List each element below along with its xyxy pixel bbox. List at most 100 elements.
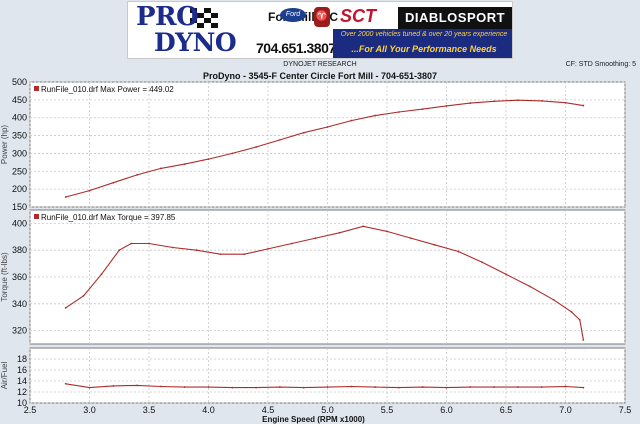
afr-data-point: [469, 386, 472, 388]
torque-data-point: [481, 261, 484, 264]
torque-max-annotation: RunFile_010.drf Max Torque = 397.85: [41, 213, 176, 222]
dynojet-research-label: DYNOJET RESEARCH: [283, 61, 357, 68]
torque-data-point: [118, 249, 121, 252]
power-max-annotation: RunFile_010.drf Max Power = 449.02: [41, 85, 174, 94]
afr-ytick-label: 14: [17, 376, 27, 386]
correction-info: CF: STD Smoothing: 5: [565, 61, 636, 68]
torque-data-point: [528, 285, 531, 288]
torque-data-point: [578, 318, 581, 321]
power-data-point: [421, 108, 424, 111]
afr-data-point: [398, 386, 400, 389]
power-data-point: [517, 99, 519, 102]
torque-data-point: [338, 231, 341, 234]
torque-data-point: [362, 225, 365, 228]
torque-data-point: [64, 306, 67, 309]
power-data-point: [564, 101, 567, 104]
torque-data-point: [148, 242, 150, 245]
sct-logo: SCT: [340, 6, 376, 26]
torque-ytick-label: 340: [12, 299, 27, 309]
afr-data-point: [302, 386, 305, 389]
afr-data-point: [255, 386, 257, 389]
power-data-point: [540, 100, 543, 102]
torque-data-point: [457, 250, 460, 253]
torque-series-line: [65, 225, 584, 341]
torque-data-point: [100, 273, 103, 276]
torque-data-point: [171, 246, 174, 249]
power-data-point: [302, 131, 305, 134]
power-ytick-label: 450: [12, 95, 27, 105]
torque-data-point: [386, 230, 388, 233]
xtick-label: 5.0: [321, 405, 334, 415]
torque-data-point: [130, 242, 133, 245]
power-data-point: [374, 114, 376, 117]
ram-logo: ♈: [314, 7, 330, 27]
torque-data-point: [582, 339, 585, 341]
power-ytick-label: 350: [12, 131, 27, 141]
torque-data-point: [195, 249, 198, 252]
afr-data-point: [564, 385, 567, 388]
tagline-experience: Over 2000 vehicles tuned & over 20 years…: [340, 31, 508, 38]
torque-data-point: [505, 273, 507, 276]
torque-data-point: [314, 237, 317, 240]
power-data-point: [112, 181, 115, 184]
dyno-shop-banner: PRO DYNO Fort Mill, SC 704.651.3807 Ford…: [127, 1, 513, 59]
power-data-point: [493, 100, 495, 103]
power-ytick-label: 500: [12, 77, 27, 87]
torque-data-point: [552, 298, 555, 301]
power-ytick-label: 150: [12, 202, 27, 212]
afr-grid: [29, 348, 626, 404]
torque-data-point: [433, 243, 436, 246]
afr-data-point: [64, 382, 67, 385]
afr-ylabel: Air/Fuel: [0, 361, 9, 389]
afr-data-point: [445, 386, 448, 389]
torque-ytick-label: 380: [12, 245, 27, 255]
torque-data-point: [409, 237, 412, 240]
power-data-point: [183, 163, 186, 166]
afr-data-point: [374, 386, 376, 388]
afr-data-point: [183, 386, 186, 388]
brand-name-line2: DYNO: [154, 28, 237, 57]
afr-data-point: [160, 385, 162, 388]
diablosport-logo: DIABLOSPORT: [398, 7, 512, 29]
afr-data-point: [326, 386, 329, 388]
power-data-point: [207, 158, 210, 161]
afr-data-point: [493, 386, 495, 388]
torque-legend-swatch: [34, 214, 39, 219]
shop-phone: 704.651.3807: [256, 40, 336, 56]
torque-data-point: [267, 247, 269, 250]
afr-data-point: [231, 386, 234, 389]
xtick-label: 3.5: [143, 405, 156, 415]
torque-ytick-label: 400: [12, 218, 27, 228]
torque-ytick-label: 360: [12, 272, 27, 282]
power-data-point: [469, 102, 472, 104]
power-data-point: [445, 105, 448, 107]
afr-ytick-label: 18: [17, 354, 27, 364]
power-data-point: [136, 173, 139, 176]
afr-data-point: [350, 385, 353, 388]
report-title: ProDyno - 3545-F Center Circle Fort Mill…: [202, 71, 438, 81]
power-ytick-label: 300: [12, 148, 27, 158]
torque-data-point: [219, 253, 222, 256]
xtick-label: 4.5: [262, 405, 275, 415]
afr-data-point: [112, 385, 115, 387]
power-data-point: [326, 126, 329, 128]
xtick-label: 7.0: [559, 405, 572, 415]
brand-name-line1: PRO: [136, 2, 199, 32]
power-data-point: [64, 196, 67, 198]
xtick-label: 6.5: [500, 405, 513, 415]
power-legend-swatch: [34, 86, 39, 91]
tagline-performance: ...For All Your Performance Needs: [351, 44, 497, 54]
afr-ytick-label: 16: [17, 365, 27, 375]
afr-ytick-label: 10: [17, 398, 27, 408]
afr-data-point: [207, 386, 210, 388]
xtick-label: 5.5: [381, 405, 394, 415]
afr-ytick-label: 12: [17, 387, 27, 397]
afr-data-point: [88, 386, 91, 389]
power-data-point: [398, 111, 400, 113]
xtick-label: 6.0: [440, 405, 453, 415]
ford-logo: Ford: [280, 8, 306, 22]
afr-data-point: [540, 386, 543, 388]
afr-data-point: [421, 386, 424, 388]
